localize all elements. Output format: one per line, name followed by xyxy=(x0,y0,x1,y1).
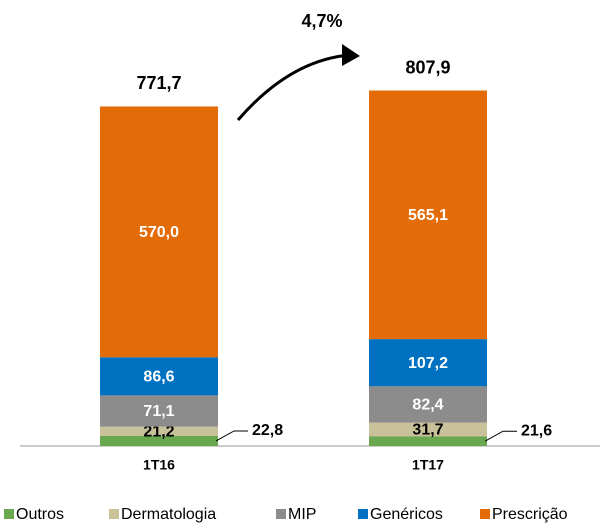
value-label: 82,4 xyxy=(412,397,443,414)
leader-line xyxy=(215,430,248,442)
legend-label: MIP xyxy=(288,506,316,523)
bar-segment xyxy=(100,357,218,396)
bar-segment xyxy=(100,106,218,358)
bar-segment xyxy=(369,422,487,437)
growth-arrow xyxy=(236,53,351,121)
value-label: 107,2 xyxy=(408,355,448,372)
growth-annotation: 4,7% xyxy=(301,11,342,31)
value-label: 565,1 xyxy=(408,207,448,224)
legend-swatch xyxy=(480,509,490,519)
x-tick-label: 1T17 xyxy=(412,457,444,473)
bar-segment xyxy=(100,395,218,427)
bar-segment xyxy=(369,436,487,446)
total-label: 807,9 xyxy=(405,57,450,77)
bar-segment xyxy=(100,426,218,436)
bar-segment xyxy=(369,386,487,423)
leader-line xyxy=(484,430,517,442)
total-label: 771,7 xyxy=(136,73,181,93)
value-label: 570,0 xyxy=(139,224,179,241)
x-tick-label: 1T16 xyxy=(143,457,175,473)
legend-label: Dermatologia xyxy=(121,506,216,523)
legend-swatch xyxy=(276,509,286,519)
legend-swatch xyxy=(109,509,119,519)
value-label: 21,2 xyxy=(143,424,174,441)
bar-segment xyxy=(100,435,218,446)
legend-label: Outros xyxy=(16,506,64,523)
value-label: 31,7 xyxy=(412,422,443,439)
value-label: 86,6 xyxy=(143,369,174,386)
legend-label: Genéricos xyxy=(370,506,443,523)
bar-segment xyxy=(369,339,487,387)
legend-swatch xyxy=(4,509,14,519)
bar-segment xyxy=(369,90,487,340)
legend-swatch xyxy=(358,509,368,519)
value-label: 21,6 xyxy=(521,422,552,439)
arrow-head xyxy=(342,44,360,66)
value-label: 22,8 xyxy=(252,422,283,439)
value-label: 71,1 xyxy=(143,403,174,420)
legend-label: Prescrição xyxy=(492,506,568,523)
